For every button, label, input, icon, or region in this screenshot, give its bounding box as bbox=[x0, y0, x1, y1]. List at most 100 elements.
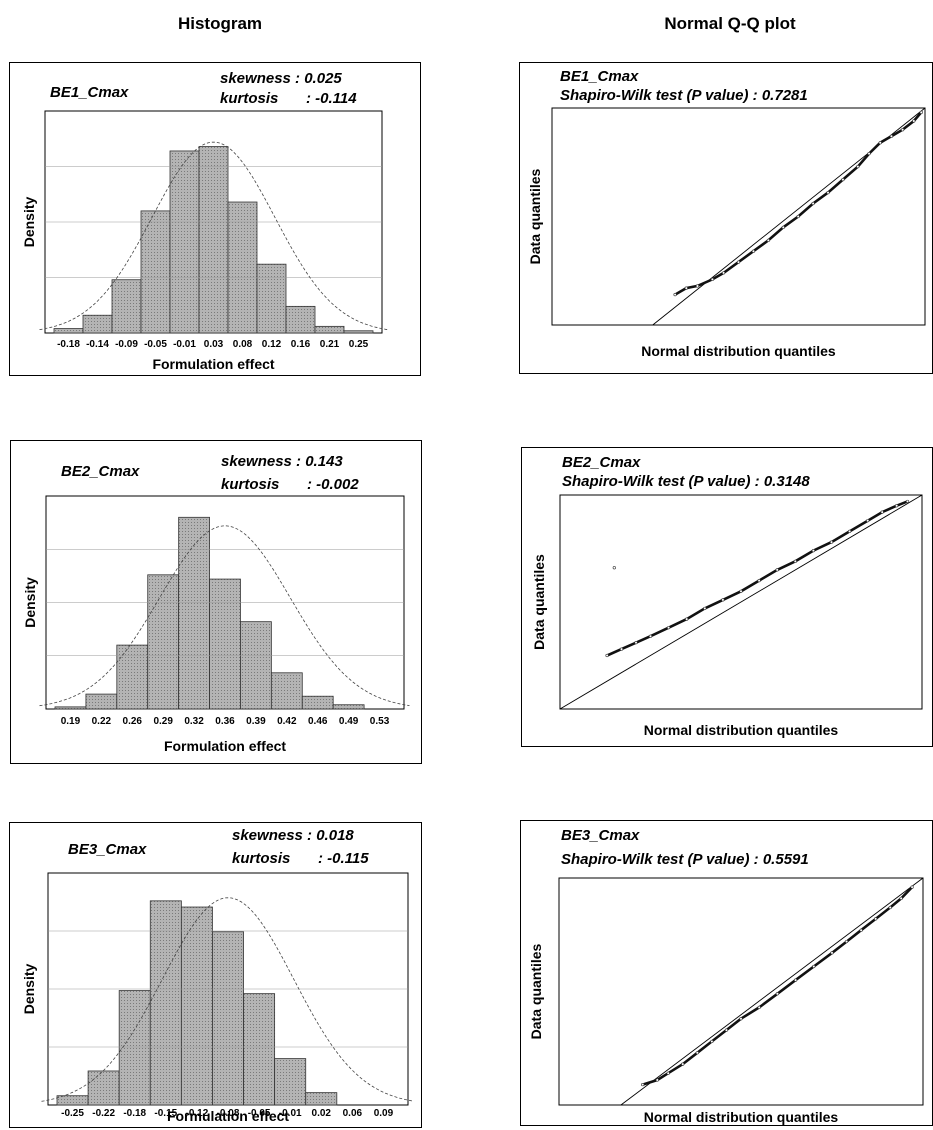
plot-area-frame bbox=[558, 877, 924, 1106]
data-point bbox=[910, 885, 914, 889]
qq-chart-be3: BE3_Cmax Shapiro-Wilk test (P value) : 0.… bbox=[528, 827, 924, 1125]
data-point bbox=[710, 1039, 714, 1044]
histogram-bar bbox=[140, 210, 171, 334]
skewness-annotation: skewness : 0.143 bbox=[221, 453, 343, 470]
data-point bbox=[848, 529, 852, 533]
normal-density-curve bbox=[41, 897, 414, 1102]
data-point bbox=[866, 519, 870, 523]
dataset-label: BE2_Cmax bbox=[61, 463, 140, 480]
histogram-bar bbox=[111, 279, 142, 334]
y-axis-label: Density bbox=[21, 964, 37, 1015]
x-tick-label: 0.42 bbox=[277, 716, 297, 727]
shapiro-wilk-annotation: Shapiro-Wilk test (P value) : 0.5591 bbox=[561, 851, 809, 868]
x-axis-label: Normal distribution quantiles bbox=[644, 722, 839, 738]
qq-panel-be3: BE3_Cmax Shapiro-Wilk test (P value) : 0.… bbox=[520, 820, 933, 1126]
histogram-bar bbox=[169, 150, 200, 334]
x-tick-label: 0.25 bbox=[349, 339, 369, 350]
histogram-bar bbox=[178, 516, 210, 710]
x-axis-label: Normal distribution quantiles bbox=[644, 1109, 839, 1125]
data-point bbox=[899, 896, 903, 901]
data-quantile-band bbox=[673, 111, 923, 296]
x-axis-label: Formulation effect bbox=[164, 738, 286, 754]
x-tick-label: -0.01 bbox=[173, 339, 196, 350]
data-point bbox=[874, 917, 878, 921]
histogram-bar bbox=[301, 695, 334, 710]
qq-panel-be1: BE1_Cmax Shapiro-Wilk test (P value) : 0.… bbox=[519, 62, 933, 374]
histogram-bar bbox=[116, 644, 149, 710]
data-point bbox=[648, 634, 653, 638]
data-point bbox=[905, 499, 910, 504]
x-tick-label: -0.09 bbox=[115, 339, 138, 350]
x-axis-label: Formulation effect bbox=[167, 1108, 289, 1124]
y-axis-label: Data quantiles bbox=[531, 554, 547, 650]
x-tick-label: -0.01 bbox=[279, 1108, 302, 1119]
data-point bbox=[721, 598, 725, 602]
data-point bbox=[912, 119, 916, 123]
dataset-label: BE3_Cmax bbox=[561, 827, 640, 844]
histogram-bar bbox=[332, 704, 365, 710]
data-point bbox=[775, 992, 779, 996]
skewness-annotation: skewness : 0.018 bbox=[232, 827, 354, 844]
x-tick-label: -0.22 bbox=[92, 1108, 115, 1119]
shapiro-wilk-annotation: Shapiro-Wilk test (P value) : 0.7281 bbox=[560, 87, 808, 104]
dataset-label: BE1_Cmax bbox=[560, 68, 639, 85]
histogram-chart-be2: 0.19 0.22 0.26 0.29 0.32 0.36 0.39 0.42 0.46 0.49… bbox=[22, 453, 410, 754]
kurtosis-annotation-value: : -0.114 bbox=[306, 90, 357, 107]
plot-area-frame bbox=[551, 107, 926, 326]
data-point bbox=[612, 566, 616, 570]
data-point bbox=[826, 191, 830, 195]
data-point bbox=[667, 626, 671, 630]
histogram-chart-be3: -0.25 -0.22 -0.18 -0.15 -0.12 -0.08 -0.05 -0.01… bbox=[21, 827, 414, 1124]
x-tick-label: 0.26 bbox=[123, 716, 143, 727]
dataset-label: BE1_Cmax bbox=[50, 84, 129, 101]
data-point bbox=[757, 1005, 761, 1009]
normal-density-curve bbox=[39, 141, 388, 330]
histogram-bar bbox=[209, 578, 241, 710]
data-point bbox=[889, 134, 894, 138]
data-point bbox=[724, 1028, 729, 1032]
histogram-bar bbox=[53, 328, 84, 334]
data-point bbox=[757, 579, 761, 583]
histogram-column-heading: Histogram bbox=[177, 14, 263, 33]
data-point bbox=[685, 617, 689, 621]
data-point bbox=[703, 606, 707, 611]
data-point bbox=[736, 260, 741, 264]
data-point bbox=[634, 641, 638, 645]
histogram-panel-be3: -0.25 -0.22 -0.18 -0.15 -0.12 -0.08 -0.05 -0.01… bbox=[9, 822, 422, 1128]
data-point bbox=[888, 905, 892, 910]
histogram-bar bbox=[180, 906, 213, 1106]
data-point bbox=[605, 653, 609, 658]
data-point bbox=[721, 271, 726, 275]
x-tick-label: 0.29 bbox=[153, 716, 173, 727]
data-point bbox=[830, 951, 834, 955]
data-point bbox=[655, 1078, 659, 1082]
histogram-panel-be1: -0.18 -0.14 -0.09 -0.05 -0.01 0.03 0.08 0.12 0.1… bbox=[9, 62, 421, 376]
kurtosis-annotation-label: kurtosis bbox=[221, 476, 279, 493]
data-point bbox=[859, 928, 863, 932]
x-tick-label: -0.15 bbox=[154, 1108, 177, 1119]
x-tick-label: 0.32 bbox=[184, 716, 204, 727]
histogram-bar bbox=[118, 990, 151, 1106]
x-tick-label: 0.09 bbox=[374, 1108, 394, 1119]
qq-chart-be2: BE2_Cmax Shapiro-Wilk test (P value) : 0.… bbox=[531, 454, 923, 738]
x-tick-label: -0.14 bbox=[86, 339, 109, 350]
qq-chart-be1: BE1_Cmax Shapiro-Wilk test (P value) : 0.… bbox=[527, 68, 926, 359]
data-point bbox=[751, 249, 756, 253]
data-point bbox=[867, 151, 871, 156]
histogram-bar bbox=[227, 201, 258, 334]
x-tick-label: 0.19 bbox=[61, 716, 81, 727]
reference-line bbox=[620, 877, 924, 1106]
shapiro-wilk-annotation: Shapiro-Wilk test (P value) : 0.3148 bbox=[562, 473, 810, 490]
data-point bbox=[775, 568, 779, 572]
data-point bbox=[641, 1082, 645, 1087]
x-tick-label: 0.49 bbox=[339, 716, 359, 727]
data-point bbox=[811, 201, 815, 206]
data-point bbox=[710, 277, 714, 282]
histogram-bar bbox=[240, 621, 272, 710]
histogram-bar bbox=[274, 1058, 307, 1106]
histogram-bar bbox=[270, 672, 303, 710]
data-point bbox=[781, 225, 785, 229]
kurtosis-annotation-value: : -0.002 bbox=[307, 476, 359, 493]
x-tick-label: 0.12 bbox=[262, 339, 282, 350]
x-tick-label: -0.18 bbox=[57, 339, 80, 350]
